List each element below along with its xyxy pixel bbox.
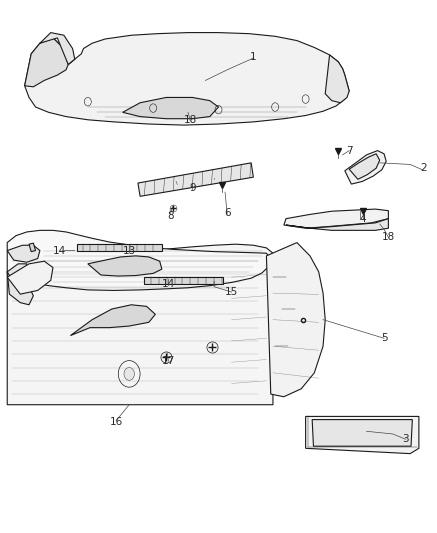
Polygon shape [24, 38, 75, 86]
Polygon shape [77, 244, 162, 251]
Polygon shape [123, 98, 218, 119]
Text: 14: 14 [162, 279, 175, 288]
Polygon shape [7, 264, 27, 282]
Polygon shape [325, 55, 349, 103]
Polygon shape [29, 243, 35, 252]
Text: 16: 16 [110, 417, 123, 427]
Polygon shape [345, 151, 386, 184]
Polygon shape [267, 243, 325, 397]
Text: 18: 18 [382, 232, 395, 243]
Polygon shape [7, 261, 53, 294]
Text: 1: 1 [250, 52, 257, 61]
Text: 2: 2 [420, 163, 427, 173]
Text: 3: 3 [402, 434, 409, 445]
Polygon shape [70, 305, 155, 336]
Polygon shape [312, 419, 413, 446]
Polygon shape [7, 272, 33, 305]
Polygon shape [7, 245, 40, 262]
Polygon shape [286, 219, 388, 230]
Text: 4: 4 [359, 214, 366, 224]
Text: 18: 18 [184, 115, 197, 125]
Text: 15: 15 [225, 287, 238, 297]
Polygon shape [349, 154, 380, 179]
Polygon shape [305, 416, 419, 454]
Text: 8: 8 [167, 211, 174, 221]
Text: 14: 14 [53, 246, 66, 255]
Polygon shape [284, 209, 388, 228]
Polygon shape [88, 256, 162, 276]
Polygon shape [24, 33, 349, 125]
Text: 6: 6 [224, 208, 231, 219]
Circle shape [124, 368, 135, 380]
Polygon shape [7, 244, 273, 405]
Text: 5: 5 [381, 333, 387, 343]
Polygon shape [40, 33, 75, 64]
Text: 9: 9 [189, 183, 196, 193]
Text: 13: 13 [122, 246, 136, 255]
Polygon shape [24, 38, 68, 87]
Polygon shape [7, 230, 271, 290]
Polygon shape [145, 277, 223, 284]
Text: 17: 17 [162, 356, 175, 366]
Polygon shape [138, 163, 253, 196]
Text: 7: 7 [346, 146, 353, 156]
